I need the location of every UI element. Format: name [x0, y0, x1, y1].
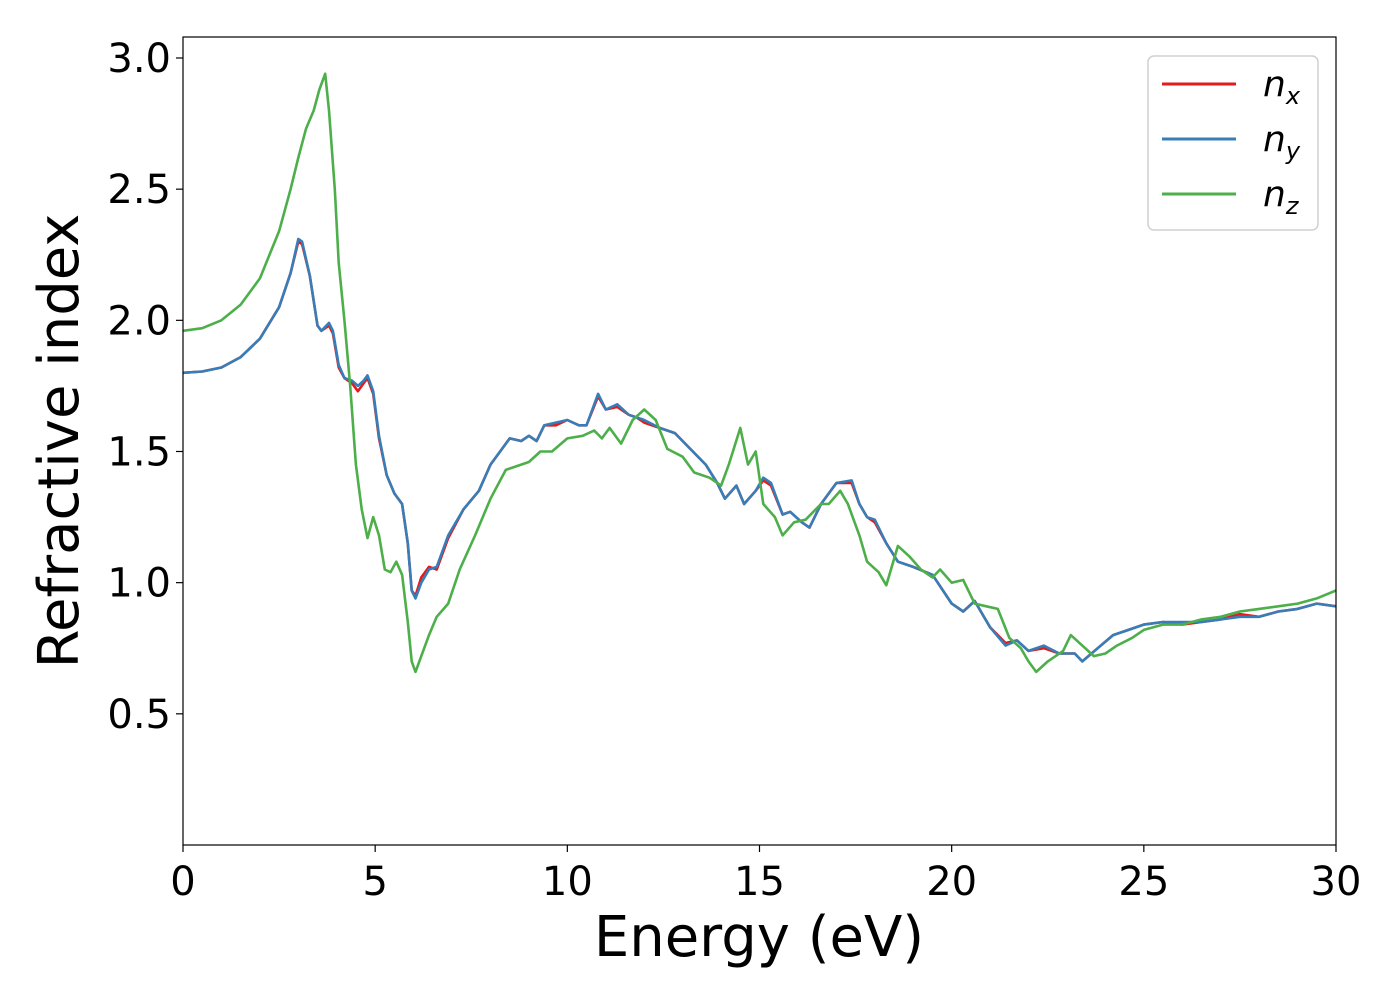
y-tick-label: 1.5	[107, 429, 171, 475]
legend-label-nx: nx	[1263, 64, 1301, 110]
x-axis: 0 5 10 15 20 25 30	[170, 845, 1361, 905]
x-tick-label: 15	[734, 859, 785, 905]
legend-label-ny: ny	[1263, 119, 1301, 165]
y-tick-label: 3.0	[107, 36, 171, 82]
series-line-ny	[183, 237, 1336, 663]
legend-label-subscript: x	[1285, 82, 1301, 110]
legend-label-base: n	[1263, 64, 1286, 105]
x-tick-label: 30	[1311, 859, 1362, 905]
y-tick-label: 0.5	[107, 692, 171, 738]
y-tick-label: 1.0	[107, 561, 171, 607]
legend-label-nz: nz	[1263, 174, 1300, 220]
y-tick-label: 2.5	[107, 167, 171, 213]
y-axis: 0.5 1.0 1.5 2.0 2.5 3.0	[107, 36, 183, 738]
x-tick-label: 10	[542, 859, 593, 905]
y-axis-title: Refractive index	[27, 214, 92, 669]
legend-label-base: n	[1263, 174, 1286, 215]
x-axis-title: Energy (eV)	[594, 905, 924, 970]
legend-label-subscript: y	[1285, 137, 1301, 165]
x-tick-label: 0	[170, 859, 195, 905]
x-tick-label: 5	[362, 859, 387, 905]
x-tick-label: 25	[1118, 859, 1169, 905]
series-layer	[183, 72, 1336, 674]
y-tick-label: 2.0	[107, 298, 171, 344]
x-tick-label: 20	[926, 859, 977, 905]
series-line-nz	[183, 72, 1336, 674]
legend-label-subscript: z	[1285, 192, 1300, 220]
legend-label-base: n	[1263, 119, 1286, 160]
legend-box	[1147, 55, 1319, 231]
